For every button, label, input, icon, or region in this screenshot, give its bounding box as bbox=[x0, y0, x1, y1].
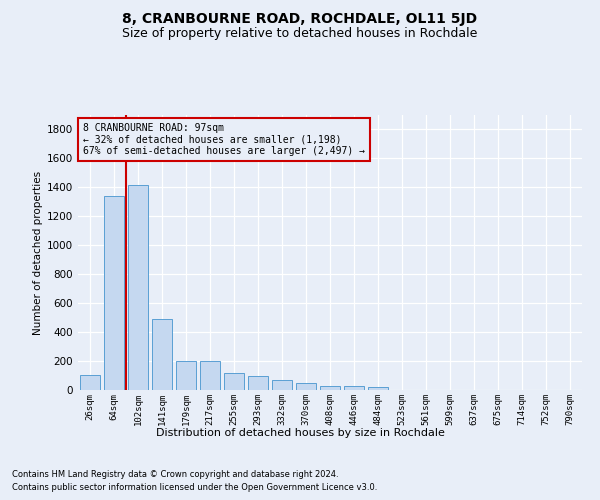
Text: Contains public sector information licensed under the Open Government Licence v3: Contains public sector information licen… bbox=[12, 482, 377, 492]
Bar bbox=[104, 196, 124, 390]
Text: 8, CRANBOURNE ROAD, ROCHDALE, OL11 5JD: 8, CRANBOURNE ROAD, ROCHDALE, OL11 5JD bbox=[122, 12, 478, 26]
Bar bbox=[80, 375, 100, 390]
Bar bbox=[176, 361, 196, 390]
Bar bbox=[368, 388, 388, 390]
Text: 8 CRANBOURNE ROAD: 97sqm
← 32% of detached houses are smaller (1,198)
67% of sem: 8 CRANBOURNE ROAD: 97sqm ← 32% of detach… bbox=[83, 123, 365, 156]
Bar bbox=[320, 386, 340, 390]
Text: Contains HM Land Registry data © Crown copyright and database right 2024.: Contains HM Land Registry data © Crown c… bbox=[12, 470, 338, 479]
Bar bbox=[344, 386, 364, 390]
Bar bbox=[248, 376, 268, 390]
Bar bbox=[272, 380, 292, 390]
Bar bbox=[152, 319, 172, 390]
Bar bbox=[296, 384, 316, 390]
Bar bbox=[200, 361, 220, 390]
Y-axis label: Number of detached properties: Number of detached properties bbox=[33, 170, 43, 334]
Text: Distribution of detached houses by size in Rochdale: Distribution of detached houses by size … bbox=[155, 428, 445, 438]
Text: Size of property relative to detached houses in Rochdale: Size of property relative to detached ho… bbox=[122, 28, 478, 40]
Bar bbox=[224, 374, 244, 390]
Bar bbox=[128, 185, 148, 390]
